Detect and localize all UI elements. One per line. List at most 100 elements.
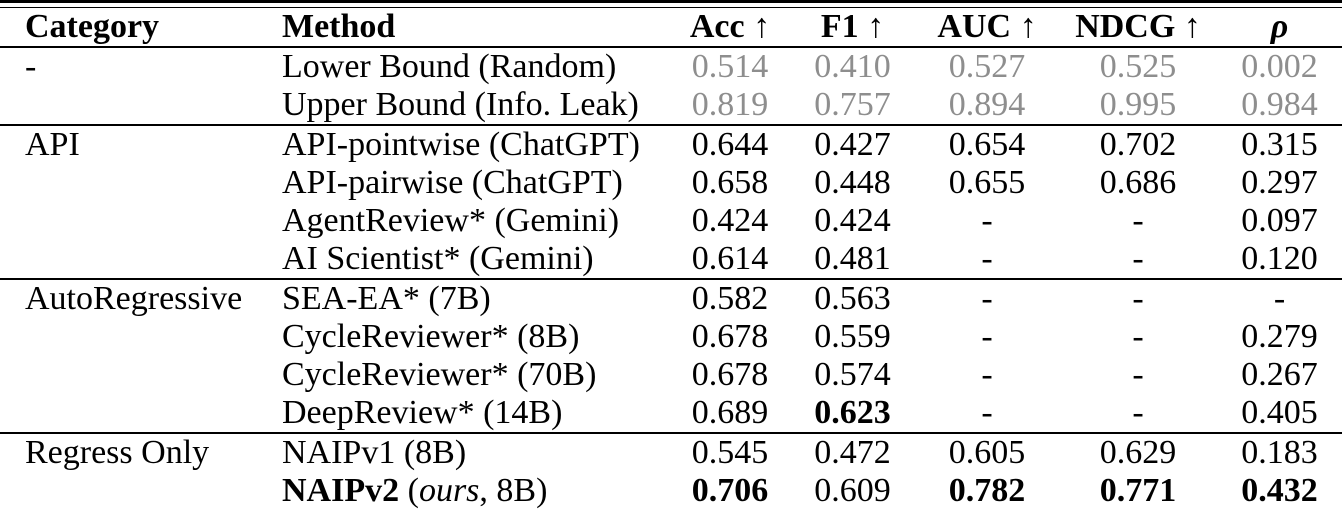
method-cell: NAIPv2 (ours, 8B): [282, 472, 670, 509]
metric-value-f1: 0.448: [814, 164, 891, 201]
category-cell: Regress Only: [0, 432, 282, 509]
metric-value-acc: 0.706: [691, 472, 769, 509]
metric-value-rho: 0.002: [1241, 48, 1318, 85]
metric-value-ndcg: -: [1132, 318, 1144, 355]
metric-value-f1: 0.559: [814, 318, 891, 355]
table-row: Upper Bound (Info. Leak) 0.819 0.757 0.894 0…: [0, 86, 1342, 125]
metric-value-f1: 0.574: [814, 356, 891, 393]
metric-value-rho: 0.183: [1217, 432, 1342, 472]
table-row: NAIPv2 (ours, 8B) 0.706 0.609 0.782 0.771 0.4…: [0, 472, 1342, 509]
metric-value-f1: 0.757: [814, 86, 891, 123]
method-cell: Lower Bound (Random): [282, 48, 617, 85]
section-3: Regress Only NAIPv1 (8B) 0.545 0.472 0.605 0.…: [0, 432, 1342, 509]
table-row: CycleReviewer* (70B) 0.678 0.574 - - 0.267: [0, 356, 1342, 394]
metric-value-rho: 0.405: [1241, 394, 1318, 431]
table-row: AutoRegressive SEA-EA* (7B) 0.582 0.563- - -: [0, 278, 1342, 433]
metric-value-auc: -: [981, 202, 993, 239]
metric-value-f1: 0.481: [814, 240, 891, 277]
section-1: API API-pointwise (ChatGPT) 0.644 0.427 0.65…: [0, 124, 1342, 279]
metric-value-auc: 0.605: [915, 432, 1059, 472]
table-header: Category Method Acc ↑ F1 ↑ AUC ↑ NDCG ↑ ρ: [0, 7, 1342, 48]
section-2: AutoRegressive SEA-EA* (7B) 0.582 0.563- - - C…: [0, 278, 1342, 433]
metric-value-rho: 0.120: [1241, 240, 1318, 277]
table-row: - Lower Bound (Random) 0.514 0.410 0.527 0.52…: [0, 47, 1342, 86]
method-cell: AgentReview* (Gemini): [282, 202, 620, 239]
method-text-part: (: [399, 472, 419, 509]
metric-value-ndcg: -: [1059, 278, 1217, 318]
method-cell: Upper Bound (Info. Leak): [282, 86, 639, 123]
metric-value-ndcg: -: [1132, 394, 1144, 431]
metric-value-acc: 0.582: [670, 278, 790, 318]
metric-value-acc: 0.678: [691, 356, 769, 393]
column-header-ndcg: NDCG ↑: [1059, 7, 1217, 48]
metric-value-f1: 0.623: [814, 394, 891, 431]
metric-value-auc: 0.655: [948, 164, 1026, 201]
method-cell: CycleReviewer* (8B): [282, 318, 580, 355]
table-row: API API-pointwise (ChatGPT) 0.644 0.427 0.65…: [0, 124, 1342, 279]
metric-value-acc: 0.689: [691, 394, 769, 431]
table-row: AI Scientist* (Gemini) 0.614 0.481 - - 0.120: [0, 240, 1342, 279]
metric-value-auc: -: [915, 278, 1059, 318]
table-row: API-pairwise (ChatGPT) 0.658 0.448 0.655 0.6…: [0, 164, 1342, 202]
metric-value-rho: 0.432: [1241, 472, 1318, 509]
column-header-acc: Acc ↑: [670, 7, 790, 48]
metric-value-rho: 0.279: [1241, 318, 1318, 355]
metric-value-ndcg: -: [1132, 240, 1144, 277]
table-row: Regress Only NAIPv1 (8B) 0.545 0.472 0.605 0.…: [0, 432, 1342, 509]
header-row: Category Method Acc ↑ F1 ↑ AUC ↑ NDCG ↑ ρ: [0, 7, 1342, 48]
metric-value-auc: -: [981, 318, 993, 355]
metric-value-rho: 0.984: [1241, 86, 1318, 123]
metric-value-auc: 0.894: [948, 86, 1026, 123]
metric-value-auc: -: [981, 356, 993, 393]
metric-value-ndcg: 0.995: [1099, 86, 1177, 123]
column-header-f1: F1 ↑: [790, 7, 915, 48]
method-text-part: NAIPv2: [282, 472, 400, 509]
metric-value-ndcg: 0.771: [1099, 472, 1177, 509]
metric-value-auc: 0.782: [948, 472, 1026, 509]
method-cell: SEA-EA* (7B): [282, 278, 670, 318]
metric-value-auc: -: [981, 394, 993, 431]
method-text-part: , 8B): [479, 472, 548, 509]
metric-value-rho: 0.315: [1217, 124, 1342, 164]
table-row: DeepReview* (14B) 0.689 0.623 - - 0.405: [0, 394, 1342, 433]
column-header-category: Category: [0, 7, 282, 48]
metric-value-auc: -: [981, 240, 993, 277]
section-0: - Lower Bound (Random) 0.514 0.410 0.527 0.52…: [0, 47, 1342, 125]
metric-value-f1: 0.472: [790, 432, 915, 472]
metric-value-rho: 0.097: [1241, 202, 1318, 239]
metric-value-rho: 0.297: [1241, 164, 1318, 201]
metric-value-acc: 0.514: [691, 48, 769, 85]
method-cell: API-pairwise (ChatGPT): [282, 164, 623, 201]
method-cell: NAIPv1 (8B): [282, 432, 670, 472]
metric-value-acc: 0.614: [691, 240, 769, 277]
method-cell: CycleReviewer* (70B): [282, 356, 597, 393]
category-cell: -: [25, 48, 37, 85]
method-cell: API-pointwise (ChatGPT): [282, 124, 670, 164]
metric-value-rho: -: [1217, 278, 1342, 318]
metric-value-acc: 0.678: [691, 318, 769, 355]
metric-value-acc: 0.644: [670, 124, 790, 164]
metric-value-acc: 0.658: [691, 164, 769, 201]
column-header-method: Method: [282, 7, 670, 48]
metric-value-acc: 0.424: [691, 202, 769, 239]
metric-value-acc: 0.819: [691, 86, 769, 123]
metric-value-ndcg: 0.686: [1099, 164, 1177, 201]
method-text-part: ours: [418, 472, 480, 509]
table-row: CycleReviewer* (8B) 0.678 0.559 - - 0.279: [0, 318, 1342, 356]
metric-value-ndcg: -: [1132, 202, 1144, 239]
results-table: Category Method Acc ↑ F1 ↑ AUC ↑ NDCG ↑ ρ - Low…: [0, 7, 1342, 509]
metric-value-auc: 0.654: [915, 124, 1059, 164]
table-row: AgentReview* (Gemini) 0.424 0.424 - - 0.097: [0, 202, 1342, 240]
metric-value-acc: 0.545: [670, 432, 790, 472]
method-cell: DeepReview* (14B): [282, 394, 563, 431]
metric-value-f1: 0.410: [814, 48, 891, 85]
metric-value-ndcg: -: [1132, 356, 1144, 393]
metric-value-ndcg: 0.702: [1059, 124, 1217, 164]
category-cell: AutoRegressive: [0, 278, 282, 433]
category-cell: API: [0, 124, 282, 279]
metric-value-ndcg: 0.629: [1059, 432, 1217, 472]
method-cell: AI Scientist* (Gemini): [282, 240, 594, 277]
metric-value-auc: 0.527: [948, 48, 1026, 85]
metric-value-f1: 0.609: [814, 472, 891, 509]
metric-value-rho: 0.267: [1241, 356, 1318, 393]
